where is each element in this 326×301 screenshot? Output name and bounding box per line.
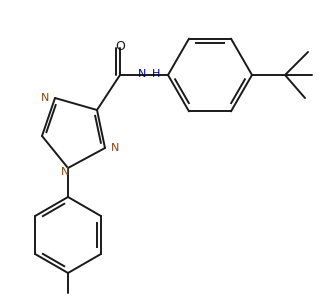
Text: N: N bbox=[41, 93, 49, 103]
Text: H: H bbox=[152, 69, 160, 79]
Text: N: N bbox=[61, 167, 69, 177]
Text: N: N bbox=[111, 143, 119, 153]
Text: N: N bbox=[138, 69, 146, 79]
Text: O: O bbox=[115, 41, 125, 54]
